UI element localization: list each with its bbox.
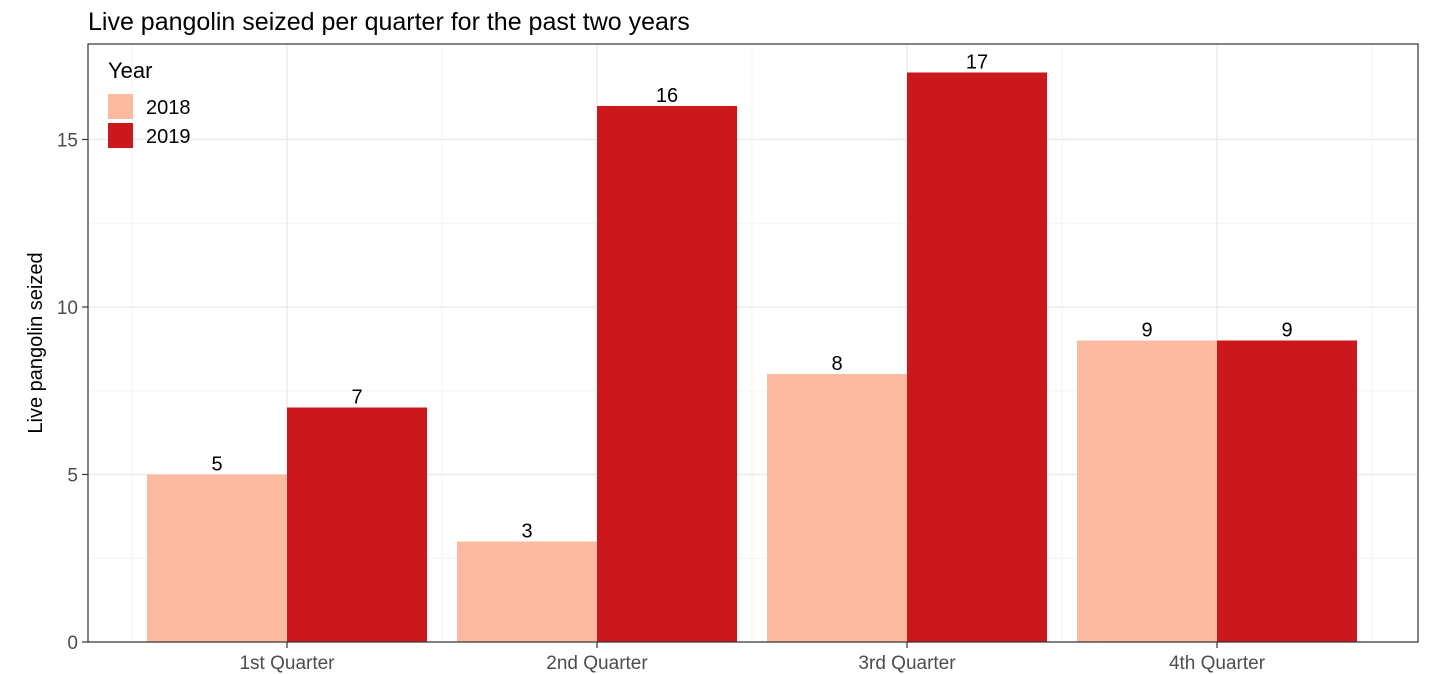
x-tick-label: 2nd Quarter <box>546 653 648 674</box>
bar-2019-3 <box>907 72 1047 642</box>
legend-key-2018 <box>108 94 133 119</box>
data-label-2019-2: 16 <box>656 85 678 107</box>
legend: Year 2018 2019 <box>108 58 191 148</box>
legend-label-2019: 2019 <box>146 126 191 148</box>
chart-title: Live pangolin seized per quarter for the… <box>88 8 690 36</box>
y-tick-label: 5 <box>67 465 78 486</box>
legend-key-2019 <box>108 123 133 148</box>
data-label-2019-4: 9 <box>1281 319 1292 341</box>
bar-2018-2 <box>457 541 597 642</box>
data-label-2019-3: 17 <box>966 51 988 73</box>
data-label-2019-1: 7 <box>351 386 362 408</box>
y-tick-label: 15 <box>57 130 78 151</box>
bar-2018-4 <box>1077 340 1217 642</box>
x-tick-label: 4th Quarter <box>1169 653 1266 674</box>
y-tick-label: 0 <box>67 633 78 654</box>
bars <box>147 72 1357 642</box>
data-label-2018-4: 9 <box>1141 319 1152 341</box>
legend-label-2018: 2018 <box>146 97 191 119</box>
bar-2018-3 <box>767 373 907 642</box>
y-axis-title: Live pangolin seized <box>25 252 47 433</box>
legend-title: Year <box>108 58 152 83</box>
x-axis: 1st Quarter 2nd Quarter 3rd Quarter 4th Qua… <box>239 642 1266 674</box>
data-labels: 5 7 3 16 8 17 9 9 <box>211 51 1292 542</box>
x-tick-label: 1st Quarter <box>239 653 335 674</box>
bar-2019-1 <box>287 407 427 642</box>
x-tick-label: 3rd Quarter <box>858 653 956 674</box>
bar-2019-4 <box>1217 340 1357 642</box>
bar-2018-1 <box>147 474 287 642</box>
data-label-2018-2: 3 <box>521 520 532 542</box>
data-label-2018-3: 8 <box>831 353 842 375</box>
y-axis: 0 5 10 15 <box>57 130 88 654</box>
y-tick-label: 10 <box>57 298 78 319</box>
data-label-2018-1: 5 <box>211 453 222 475</box>
plot-border <box>87 43 1419 643</box>
bar-2019-2 <box>597 105 737 642</box>
